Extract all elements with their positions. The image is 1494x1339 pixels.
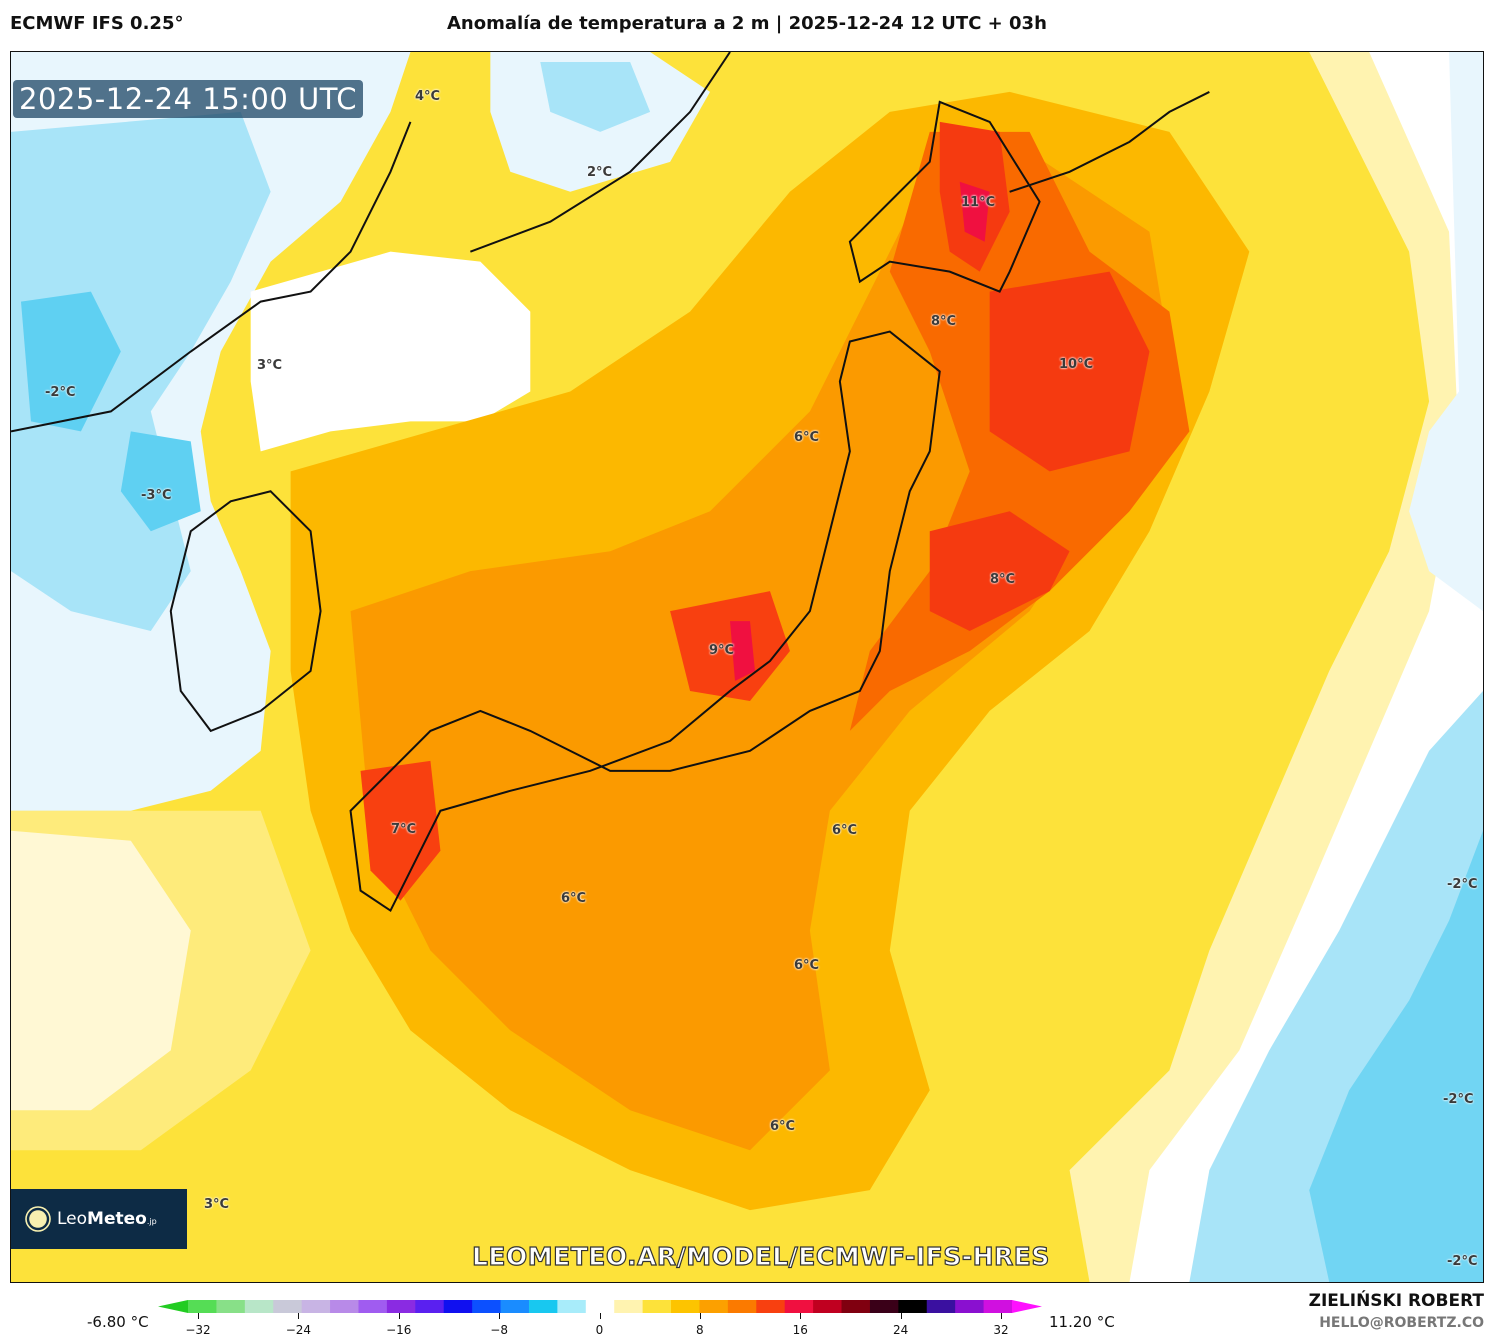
contour-label: -2°C xyxy=(1447,1254,1478,1269)
contour-label: 8°C xyxy=(931,314,957,329)
contour-label: 3°C xyxy=(257,358,283,373)
colorbar-tick xyxy=(298,1313,300,1319)
contour-label: 10°C xyxy=(1059,357,1094,372)
colorbar-tick-label: 32 xyxy=(993,1323,1009,1337)
colorbar-tick-label: −24 xyxy=(285,1323,312,1337)
colorbar-tick xyxy=(599,1313,601,1319)
contour-label: -3°C xyxy=(141,488,172,503)
colorbar-tick xyxy=(699,1313,701,1319)
contour-label: 3°C xyxy=(204,1197,230,1212)
valid-time-badge: 2025-12-24 15:00 UTC xyxy=(13,80,364,118)
chart-title: Anomalía de temperatura a 2 m | 2025-12-… xyxy=(447,13,1047,34)
colorbar-tick-label: −16 xyxy=(386,1323,412,1337)
author-credit: ZIELIŃSKI ROBERT xyxy=(1308,1291,1484,1311)
colorbar-tick xyxy=(198,1313,199,1319)
colorbar-tick xyxy=(900,1313,902,1319)
contour-label: 6°C xyxy=(794,958,820,973)
temperature-anomaly-field xyxy=(11,52,1483,1282)
colorbar-tick-label: 16 xyxy=(792,1323,808,1337)
colorbar-tick-label: −32 xyxy=(185,1323,211,1337)
leometeo-logo[interactable]: LeoMeteo.jp xyxy=(11,1189,187,1249)
contour-label: 9°C xyxy=(709,643,735,658)
colorbar-tick xyxy=(398,1313,400,1319)
colorbar xyxy=(158,1300,1042,1313)
logo-text: LeoMeteo.jp xyxy=(57,1209,157,1229)
colorbar-tick-label: 8 xyxy=(696,1323,704,1337)
source-url-watermark[interactable]: LEOMETEO.AR/MODEL/ECMWF-IFS-HRES xyxy=(471,1241,1050,1271)
author-email[interactable]: HELLO@ROBERTZ.CO xyxy=(1319,1315,1484,1331)
colorbar-tick-label: 0 xyxy=(595,1323,604,1337)
model-title: ECMWF IFS 0.25° xyxy=(10,13,184,34)
sun-icon xyxy=(29,1210,47,1228)
contour-label: 6°C xyxy=(770,1119,796,1134)
map-panel[interactable]: 2025-12-24 15:00 UTC 4°C 2°C 11°C 8°C 10°C 3°… xyxy=(10,51,1484,1283)
colorbar-tick xyxy=(800,1313,802,1319)
contour-label: -2°C xyxy=(45,385,76,400)
colorbar-max-label: 11.20 °C xyxy=(1049,1313,1115,1331)
contour-label: 11°C xyxy=(961,195,996,210)
contour-label: -2°C xyxy=(1447,877,1478,892)
contour-label: 6°C xyxy=(561,891,587,906)
contour-label: 2°C xyxy=(587,165,613,180)
colorbar-tick xyxy=(499,1313,501,1319)
contour-label: 7°C xyxy=(391,822,417,837)
contour-label: -2°C xyxy=(1443,1092,1474,1107)
contour-label: 4°C xyxy=(415,89,441,104)
contour-label: 8°C xyxy=(990,572,1016,587)
contour-label: 6°C xyxy=(832,823,858,838)
contour-label: 6°C xyxy=(794,430,820,445)
colorbar-tick-label: −8 xyxy=(490,1323,508,1337)
colorbar-tick-label: 24 xyxy=(892,1323,909,1337)
colorbar-tick xyxy=(1001,1313,1002,1319)
colorbar-min-label: -6.80 °C xyxy=(87,1313,149,1331)
